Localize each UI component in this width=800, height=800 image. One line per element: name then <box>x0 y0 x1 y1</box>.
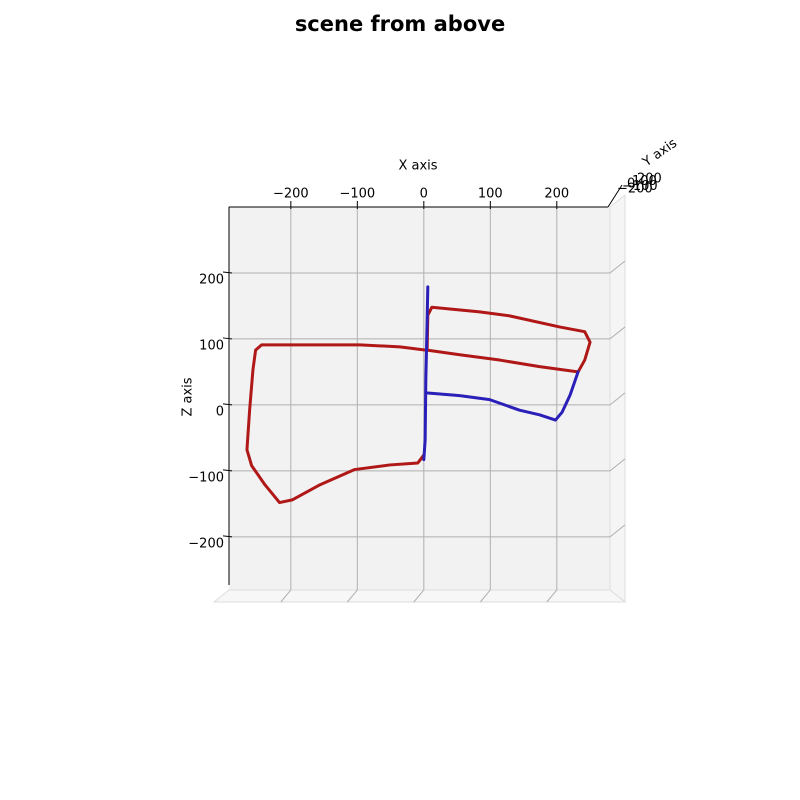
z-axis-label: Z axis <box>181 377 196 416</box>
y-tick-label: 200 <box>637 172 662 187</box>
z-tick <box>222 337 233 340</box>
x-tick-label: 0 <box>420 187 428 202</box>
y-tick-label: −200 <box>617 182 653 197</box>
z-tick-label: −200 <box>188 536 224 551</box>
x-tick-label: 100 <box>478 187 503 202</box>
grid <box>229 207 626 603</box>
y-axis-line <box>607 184 623 208</box>
z-tick <box>222 271 233 274</box>
trajectory <box>245 343 428 505</box>
z-tick <box>222 469 233 472</box>
grid-line <box>479 207 491 603</box>
y-axis-label: Y axis <box>639 136 680 171</box>
grid-line <box>229 392 626 406</box>
floor-pane <box>212 589 627 603</box>
z-tick-label: −100 <box>188 470 224 485</box>
trajectory <box>425 305 592 374</box>
z-tick <box>222 535 233 538</box>
x-tick-label: −100 <box>339 187 375 202</box>
trajectory <box>422 285 430 462</box>
grid-line <box>280 207 292 603</box>
back-pane <box>229 207 610 590</box>
z-tick-label: 0 <box>216 404 224 419</box>
y-tick-label: 0 <box>627 177 635 192</box>
z-tick <box>222 403 233 406</box>
x-tick-label: −200 <box>273 187 309 202</box>
marks <box>245 285 592 505</box>
grid-line <box>546 207 558 603</box>
grid-line <box>229 326 626 340</box>
grid-line <box>229 260 626 274</box>
x-tick-label: 200 <box>544 187 569 202</box>
grid-line <box>346 207 358 603</box>
z-tick-label: 200 <box>199 272 224 287</box>
grid-line <box>413 207 425 603</box>
trajectory <box>426 370 580 422</box>
z-tick-label: 100 <box>199 338 224 353</box>
grid-line <box>229 524 626 538</box>
y-tick-label: −100 <box>622 179 658 194</box>
x-axis-label: X axis <box>398 159 437 174</box>
chart-title: scene from above <box>295 12 505 36</box>
y-tick-label: 100 <box>632 174 657 189</box>
